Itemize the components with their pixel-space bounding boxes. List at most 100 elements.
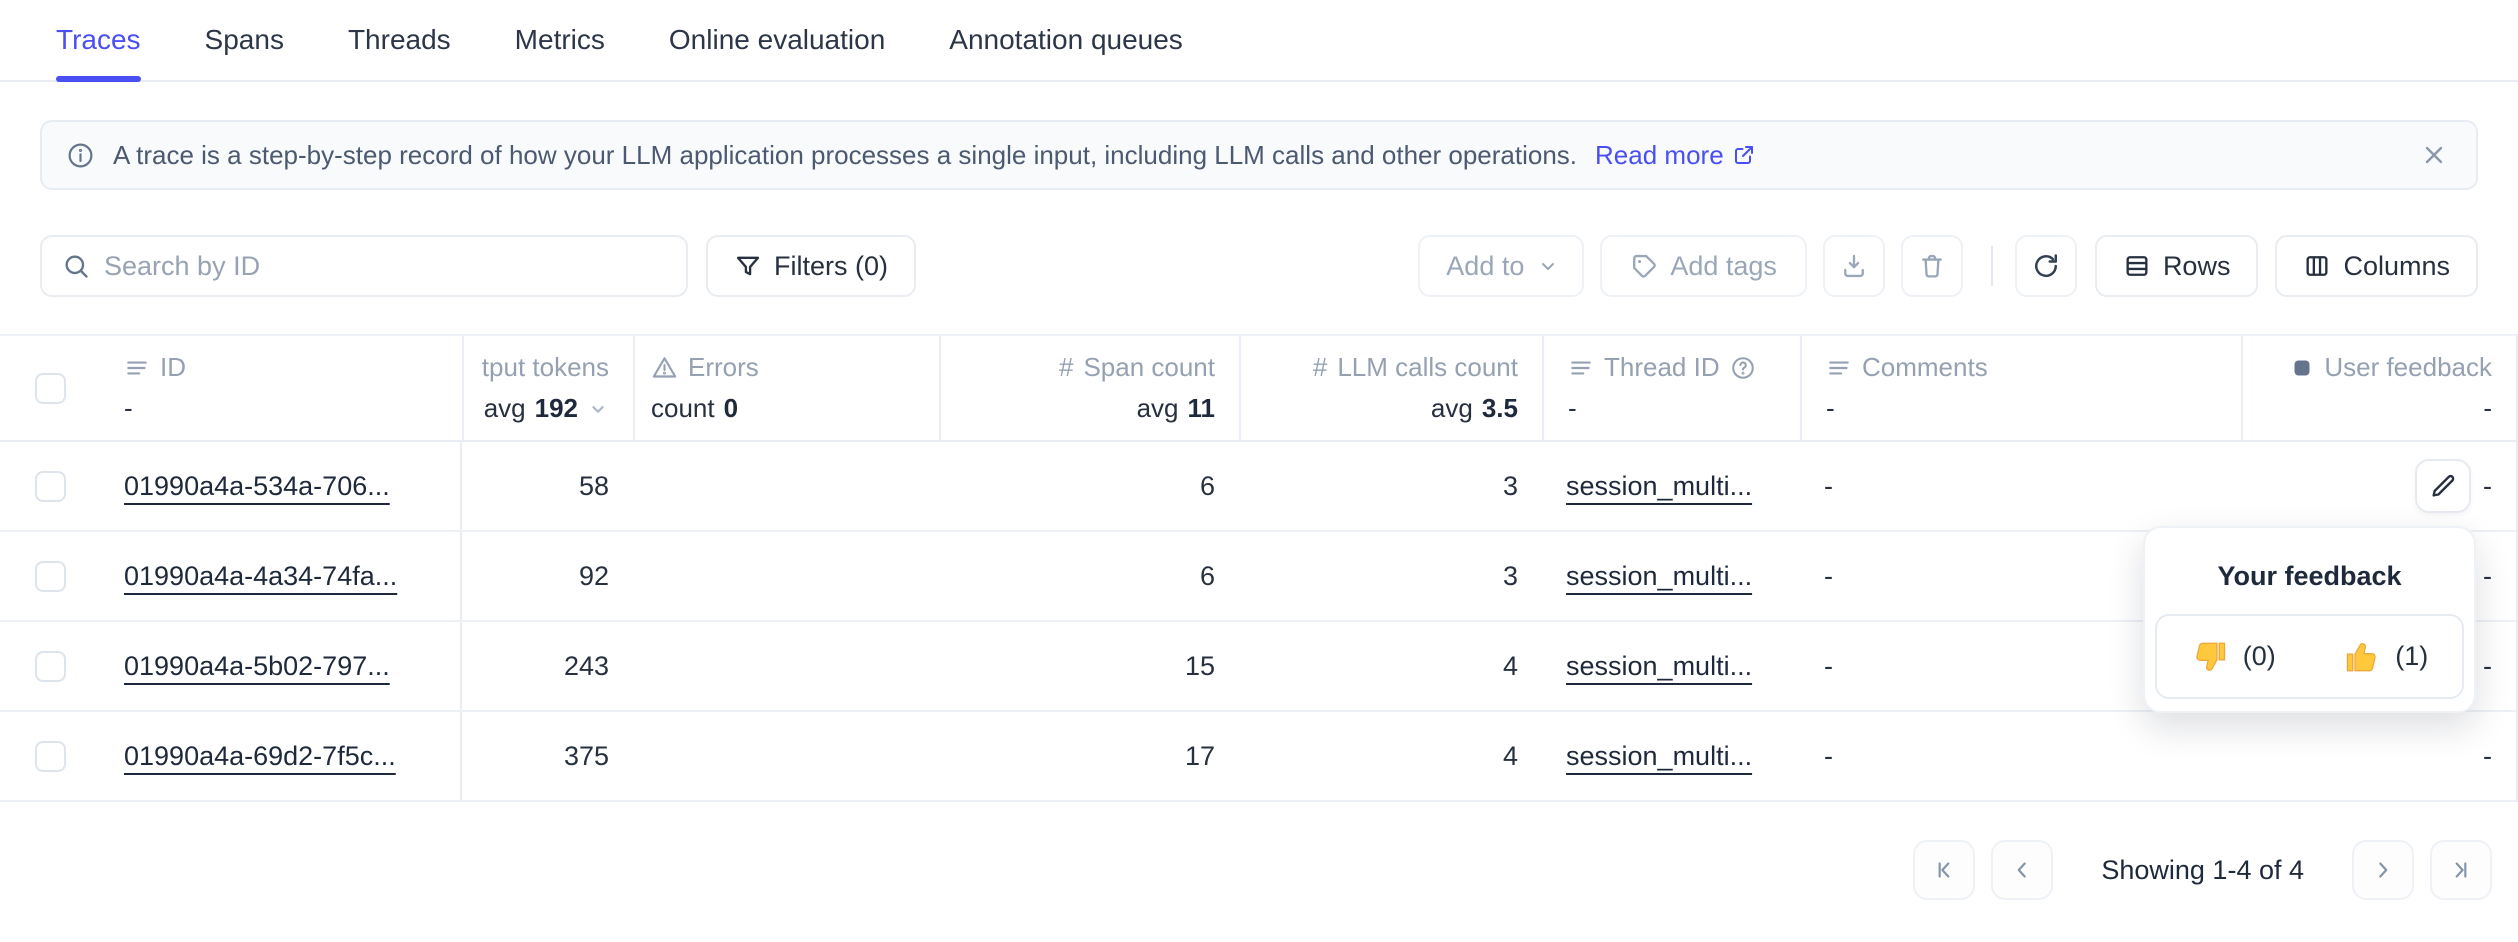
table-row: 01990a4a-534a-706... 58 6 3 session_mult… — [0, 442, 2516, 532]
comments-cell: - — [1824, 650, 1833, 681]
refresh-button[interactable] — [2014, 235, 2077, 297]
rows-icon — [2123, 252, 2151, 280]
filters-button[interactable]: Filters (0) — [706, 235, 916, 297]
thumbs-down-icon — [2191, 638, 2229, 676]
showing-label: Showing 1-4 of 4 — [2101, 854, 2304, 885]
column-stat-dropdown[interactable]: avg 192 — [484, 393, 609, 424]
text-icon — [1568, 355, 1594, 381]
output-tokens-cell: 58 — [578, 470, 609, 501]
row-checkbox[interactable] — [34, 740, 66, 772]
tab-label: Online evaluation — [668, 24, 886, 55]
span-count-cell: 17 — [1184, 740, 1215, 771]
column-header-thread-id: Thread ID - — [1542, 336, 1800, 440]
thumbs-up-button[interactable]: (1) — [2310, 616, 2463, 697]
tab-annotation-queues[interactable]: Annotation queues — [949, 0, 1183, 80]
column-label: Span count — [1083, 352, 1215, 382]
tab-online-evaluation[interactable]: Online evaluation — [669, 0, 885, 80]
warning-triangle-icon — [651, 354, 678, 381]
stat-prefix: count — [651, 393, 715, 423]
column-header-span-count: # Span count avg 11 — [939, 336, 1239, 440]
trace-id-link[interactable]: 01990a4a-69d2-7f5c... — [124, 740, 396, 771]
thread-id-cell: session_multi... — [1542, 442, 1800, 530]
columns-button[interactable]: Columns — [2275, 235, 2478, 297]
span-count-cell: 15 — [1184, 650, 1215, 681]
delete-button[interactable] — [1900, 235, 1963, 297]
last-page-button[interactable] — [2430, 840, 2492, 900]
column-header-comments: Comments - — [1800, 336, 2241, 440]
thumbs-down-button[interactable]: (0) — [2157, 616, 2310, 697]
column-label: tput tokens — [481, 352, 609, 382]
output-tokens-cell: 243 — [563, 650, 609, 681]
tab-spans[interactable]: Spans — [205, 0, 284, 80]
add-tags-button[interactable]: Add tags — [1600, 235, 1807, 297]
column-header-errors: Errors count 0 — [633, 336, 939, 440]
table-toolbar: Filters (0) Add to Add tags — [40, 235, 2478, 297]
thread-id-cell: session_multi... — [1542, 532, 1800, 620]
previous-page-button[interactable] — [1991, 840, 2054, 900]
trace-id-link[interactable]: 01990a4a-534a-706... — [124, 470, 390, 501]
search-input[interactable] — [104, 250, 666, 282]
add-to-button[interactable]: Add to — [1418, 235, 1585, 297]
tag-icon — [1630, 252, 1658, 280]
trace-id-link[interactable]: 01990a4a-5b02-797... — [124, 650, 390, 681]
row-checkbox[interactable] — [34, 470, 66, 502]
column-label: ID — [160, 352, 186, 382]
comments-cell: - — [1824, 740, 1833, 771]
column-label: Thread ID — [1604, 352, 1720, 382]
column-header-id: ID - — [100, 336, 462, 440]
tab-traces[interactable]: Traces — [56, 0, 141, 82]
thread-id-link[interactable]: session_multi... — [1566, 470, 1753, 501]
edit-feedback-button[interactable] — [2415, 459, 2471, 513]
id-cell: 01990a4a-4a34-74fa... — [100, 532, 462, 620]
text-icon — [124, 355, 150, 381]
tab-label: Spans — [204, 24, 284, 55]
errors-cell — [633, 442, 939, 530]
help-circle-icon[interactable] — [1730, 355, 1756, 381]
stat-prefix: avg — [1136, 393, 1179, 423]
comments-cell: - — [1824, 560, 1833, 591]
column-label: LLM calls count — [1337, 352, 1518, 382]
tab-threads[interactable]: Threads — [348, 0, 451, 80]
row-checkbox[interactable] — [34, 560, 66, 592]
header-checkbox-cell — [0, 336, 100, 440]
column-stat: - — [124, 393, 133, 423]
first-page-icon — [1931, 857, 1957, 883]
id-cell: 01990a4a-5b02-797... — [100, 622, 462, 710]
pagination: Showing 1-4 of 4 — [0, 840, 2518, 900]
stat-prefix: avg — [1430, 393, 1473, 423]
column-label: Comments — [1862, 352, 1988, 382]
hash-icon: # — [1312, 352, 1328, 382]
llm-calls-count-cell: 3 — [1502, 560, 1518, 591]
tab-label: Traces — [56, 24, 141, 55]
read-more-link[interactable]: Read more — [1595, 140, 1756, 171]
download-button[interactable] — [1822, 235, 1885, 297]
column-header-user-feedback: User feedback - — [2241, 336, 2516, 440]
popover-title: Your feedback — [2217, 560, 2402, 591]
banner-text: A trace is a step-by-step record of how … — [113, 139, 1578, 170]
banner-close-button[interactable] — [2420, 141, 2448, 169]
column-header-llm-calls-count: # LLM calls count avg 3.5 — [1239, 336, 1542, 440]
errors-cell — [633, 712, 939, 800]
column-label: Errors — [688, 352, 759, 382]
llm-calls-count-cell: 4 — [1502, 650, 1518, 681]
trace-id-link[interactable]: 01990a4a-4a34-74fa... — [124, 560, 398, 591]
rows-button[interactable]: Rows — [2094, 235, 2259, 297]
user-feedback-cell: - — [2483, 650, 2492, 681]
chevron-left-icon — [2009, 857, 2035, 883]
select-all-checkbox[interactable] — [34, 372, 66, 404]
tab-metrics[interactable]: Metrics — [515, 0, 605, 80]
next-page-button[interactable] — [2352, 840, 2414, 900]
first-page-button[interactable] — [1913, 840, 1976, 900]
rows-label: Rows — [2162, 250, 2231, 281]
table-row: 01990a4a-5b02-797... 243 15 4 session_mu… — [0, 622, 2516, 712]
row-checkbox[interactable] — [34, 650, 66, 682]
thread-id-link[interactable]: session_multi... — [1566, 740, 1753, 771]
stat-value: 11 — [1187, 393, 1216, 423]
column-label: User feedback — [2324, 352, 2492, 382]
table-row: 01990a4a-4a34-74fa... 92 6 3 session_mul… — [0, 532, 2516, 622]
column-stat: - — [1568, 393, 1577, 423]
thread-id-link[interactable]: session_multi... — [1566, 560, 1753, 591]
thread-id-link[interactable]: session_multi... — [1566, 650, 1753, 681]
chevron-down-icon — [587, 398, 609, 420]
add-to-label: Add to — [1446, 250, 1525, 281]
